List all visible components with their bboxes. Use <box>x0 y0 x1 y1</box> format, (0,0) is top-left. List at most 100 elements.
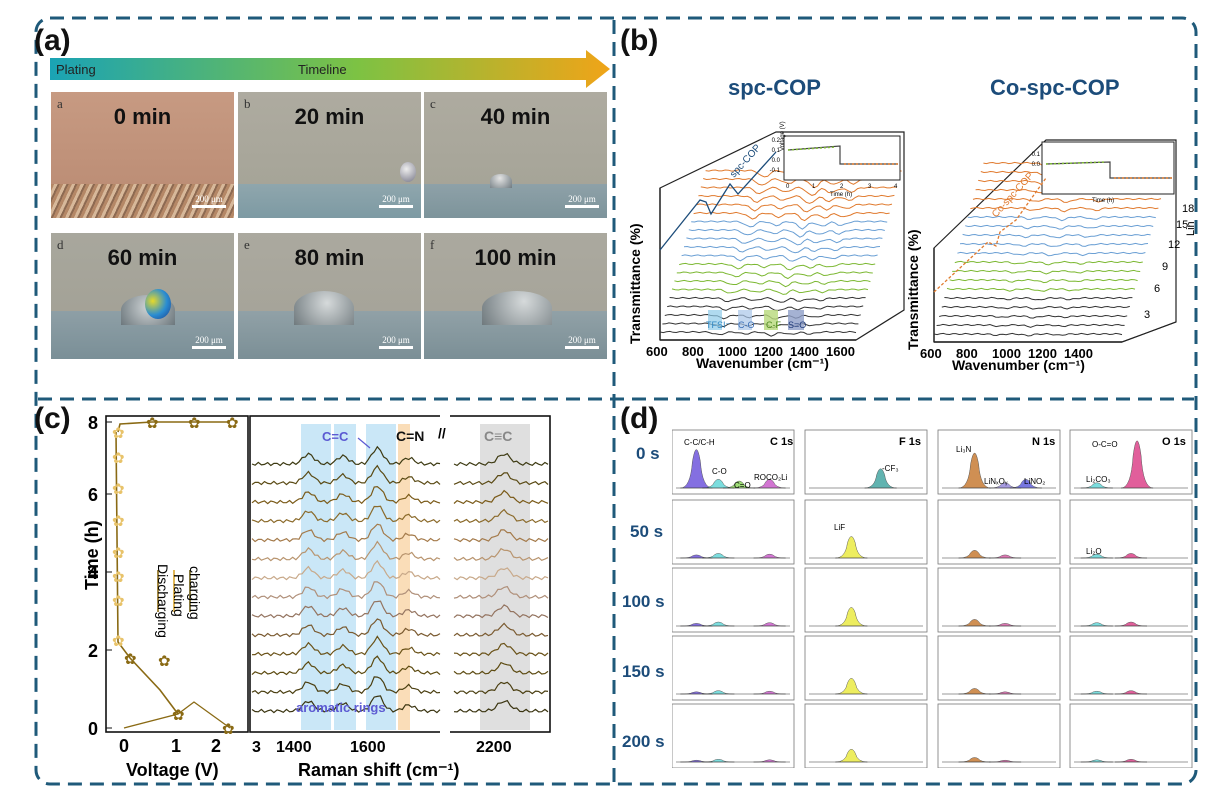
scale-bar: 200 μm <box>565 335 599 349</box>
spectrum-line <box>952 269 1141 275</box>
xps-cell <box>672 499 795 565</box>
svg-text:0.2: 0.2 <box>772 138 781 144</box>
row-label-50s: 50 s <box>630 522 664 541</box>
spectrum-line <box>667 305 864 311</box>
vt-marker: ✿ <box>146 415 159 432</box>
svg-text:0.0: 0.0 <box>1032 162 1041 168</box>
xps-title-o: O 1s <box>1162 436 1186 448</box>
xps-peak <box>1009 479 1042 489</box>
raman-spectra <box>251 445 549 714</box>
svg-text:3: 3 <box>1144 309 1150 321</box>
peak-li3n: Li₃N <box>956 445 971 454</box>
axis-break-mark: // <box>438 425 446 441</box>
xps-cell <box>804 703 928 768</box>
xps-peak <box>1080 553 1113 559</box>
co-spc-cop-title: Co-spc-COP <box>990 75 1120 100</box>
xps-cell <box>1069 703 1193 768</box>
vt-marker: ✿ <box>172 707 185 724</box>
vt-ytick: 2 <box>88 641 98 661</box>
right-curve-label: Co-spc-COP <box>990 170 1036 220</box>
xps-cell <box>672 635 795 701</box>
right-xtick: 1000 <box>992 346 1021 361</box>
raman-line <box>251 559 441 581</box>
svg-text:-0.1: -0.1 <box>770 168 781 174</box>
photo-40min: c 40 min 200 μm <box>424 92 607 218</box>
xps-peak <box>989 554 1022 559</box>
raman-line <box>453 529 549 543</box>
photo-letter: a <box>57 96 63 111</box>
svg-text:1400: 1400 <box>276 739 312 756</box>
xps-cell <box>937 499 1061 565</box>
peak-lino2: LiNO₂ <box>1024 477 1045 486</box>
xps-cell <box>937 567 1061 633</box>
raman-line <box>453 489 549 505</box>
svg-text:0.0: 0.0 <box>772 158 781 164</box>
band-tfsi <box>708 310 722 330</box>
left-3d-frame <box>659 131 905 341</box>
legend-discharging: Discharging <box>155 564 171 638</box>
raman-line <box>251 618 441 638</box>
deposit <box>490 174 512 188</box>
vt-marker: ✿ <box>112 593 125 610</box>
xps-peak <box>958 757 991 763</box>
raman-line <box>251 695 441 714</box>
scale-bar: 200 μm <box>379 335 413 349</box>
spectrum-line <box>686 237 883 246</box>
band-cf <box>764 310 778 330</box>
peak-oco: O-C=O <box>1092 440 1118 449</box>
band-label-cf: C-F <box>766 320 781 330</box>
raman-line <box>251 676 441 695</box>
svg-text:2: 2 <box>840 184 844 190</box>
vt-marker: ✿ <box>124 651 137 668</box>
right-xticks: 600 800 1000 1200 1400 <box>920 346 1093 361</box>
panel-a-label: (a) <box>34 24 71 57</box>
peak-li2co3: Li₂CO₃ <box>1086 475 1111 484</box>
raman-line <box>453 585 549 599</box>
vt-ylabel: Time (h) <box>82 520 102 590</box>
vt-xtick: 1 <box>171 736 181 756</box>
svg-text:Lin: Lin <box>1185 221 1196 236</box>
raman-line <box>453 661 549 675</box>
left-profile-line <box>659 151 777 251</box>
left-xtick: 1200 <box>754 344 783 359</box>
xps-peak <box>835 749 868 763</box>
band-label-so: S=O <box>788 320 806 330</box>
peak-co: C-O <box>712 467 727 476</box>
raman-line <box>453 547 549 561</box>
xps-peak <box>835 607 868 627</box>
scale-bar: 200 μm <box>192 194 226 208</box>
band-aromatic-2 <box>334 424 356 730</box>
photo-0min: a 0 min 200 μm <box>51 92 234 218</box>
xps-peak <box>753 690 786 695</box>
right-voltage-inset: 0.1 0.0 Time (h) <box>1032 141 1175 204</box>
spectrum-line <box>695 203 893 213</box>
spectrum-line <box>967 215 1156 222</box>
axis-break <box>440 412 450 736</box>
label-cn: C=N <box>396 428 424 444</box>
xps-cell <box>937 429 1061 495</box>
xps-peak <box>1121 440 1154 489</box>
xps-cell <box>1069 567 1193 633</box>
left-xlabel: Wavenumber (cm⁻¹) <box>696 355 829 371</box>
xps-title-f: F 1s <box>899 436 921 448</box>
band-co <box>738 310 752 330</box>
xps-peak <box>1114 690 1148 695</box>
left-xtick: 600 <box>646 344 668 359</box>
vt-ticks: 0 2 4 6 8 0 1 2 <box>88 413 221 756</box>
spc-cop-title: spc-COP <box>728 75 821 100</box>
xps-peak <box>835 678 868 695</box>
band-aromatic-1 <box>301 424 331 730</box>
vt-marker: ✿ <box>112 481 125 498</box>
raman-line <box>453 699 549 713</box>
raman-line <box>453 681 549 695</box>
spectrum-line <box>936 323 1125 328</box>
vt-marker: ✿ <box>112 425 125 442</box>
vt-marker: ✿ <box>112 633 125 650</box>
xps-peak <box>753 622 786 627</box>
scale-bar: 200 μm <box>379 194 413 208</box>
photo-time: 0 min <box>113 104 172 129</box>
peak-roco2li: ROCO₂Li <box>754 473 788 482</box>
spectrum-line <box>939 314 1128 319</box>
ftir-waterfall-figure: spc-COP Co-spc-COP TFSI⁻ C-O C-F S=O Vol… <box>627 75 1196 373</box>
